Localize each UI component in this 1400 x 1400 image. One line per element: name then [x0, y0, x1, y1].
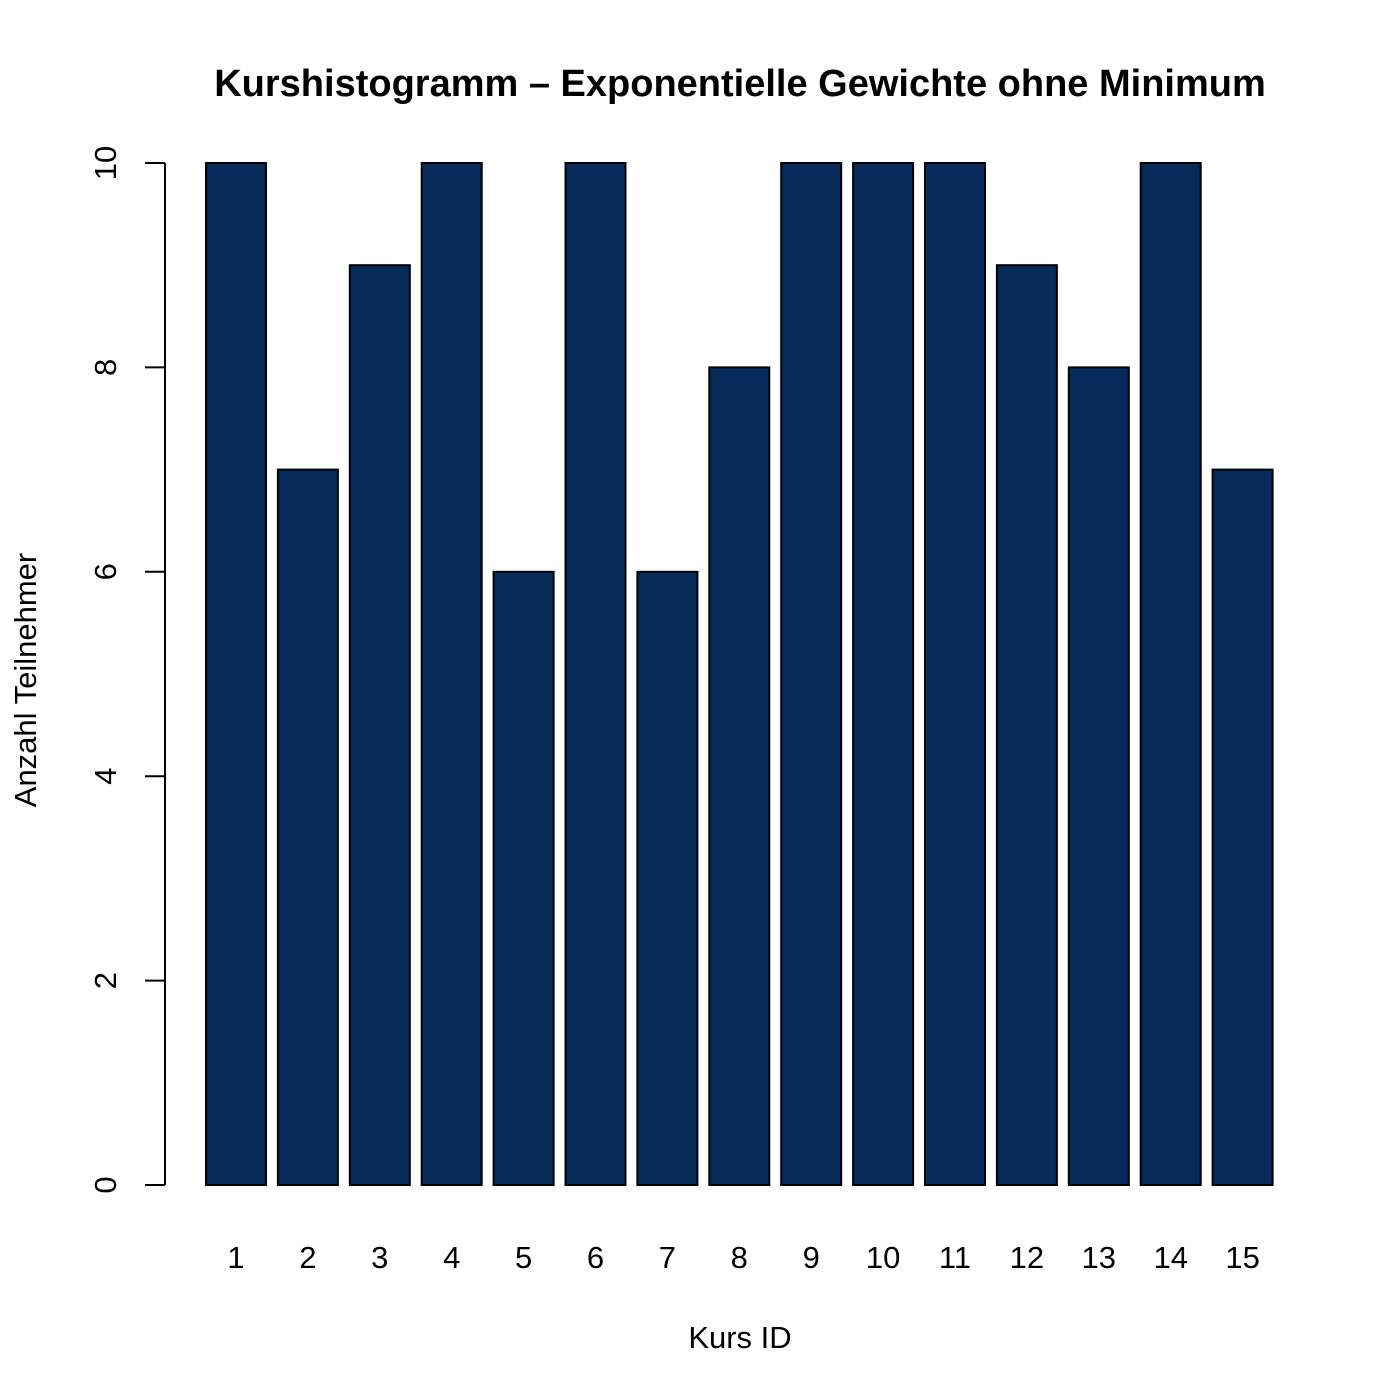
x-axis-tick-labels: 1 2 3 4 5 6 7 8 9 10 11 12 13 14 15	[227, 1240, 1259, 1275]
bar-13	[1067, 366, 1130, 1186]
x-tick-label-13: 13	[1082, 1240, 1116, 1275]
x-tick-label-9: 9	[803, 1240, 820, 1275]
bar-9	[780, 162, 843, 1186]
y-tick-label-10: 10	[88, 146, 123, 180]
x-tick-label-8: 8	[731, 1240, 748, 1275]
x-tick-label-14: 14	[1153, 1240, 1187, 1275]
x-tick-label-7: 7	[659, 1240, 676, 1275]
x-tick-label-15: 15	[1225, 1240, 1259, 1275]
y-tick-label-8: 8	[88, 359, 123, 376]
bars-group	[205, 162, 1274, 1187]
x-axis-label: Kurs ID	[688, 1320, 791, 1355]
bar-4	[420, 162, 483, 1186]
bar-7	[636, 570, 699, 1186]
bar-15	[1211, 468, 1274, 1187]
chart-title: Kurshistogramm – Exponentielle Gewichte …	[214, 63, 1266, 105]
y-tick-label-0: 0	[88, 1176, 123, 1193]
bar-6	[564, 162, 627, 1186]
x-tick-label-2: 2	[299, 1240, 316, 1275]
bar-12	[995, 264, 1058, 1186]
y-tick-label-4: 4	[88, 768, 123, 785]
x-tick-label-11: 11	[939, 1240, 971, 1275]
bar-2	[276, 468, 339, 1187]
y-tick-label-2: 2	[88, 972, 123, 989]
x-tick-label-4: 4	[443, 1240, 460, 1275]
x-tick-label-5: 5	[515, 1240, 532, 1275]
bar-10	[852, 162, 915, 1186]
bar-11	[924, 162, 986, 1186]
x-tick-label-12: 12	[1010, 1240, 1044, 1275]
x-tick-label-10: 10	[866, 1240, 900, 1275]
bar-8	[708, 366, 771, 1186]
bar-14	[1139, 162, 1202, 1186]
y-tick-label-6: 6	[88, 563, 123, 580]
x-tick-label-1: 1	[227, 1240, 244, 1275]
x-tick-label-6: 6	[587, 1240, 604, 1275]
y-axis-label: Anzahl Teilnehmer	[8, 553, 43, 807]
y-axis: 0 2 4 6 8 10	[88, 146, 166, 1194]
bar-3	[348, 264, 411, 1186]
bar-5	[492, 570, 555, 1186]
x-tick-label-3: 3	[371, 1240, 388, 1275]
bar-1	[205, 162, 267, 1186]
